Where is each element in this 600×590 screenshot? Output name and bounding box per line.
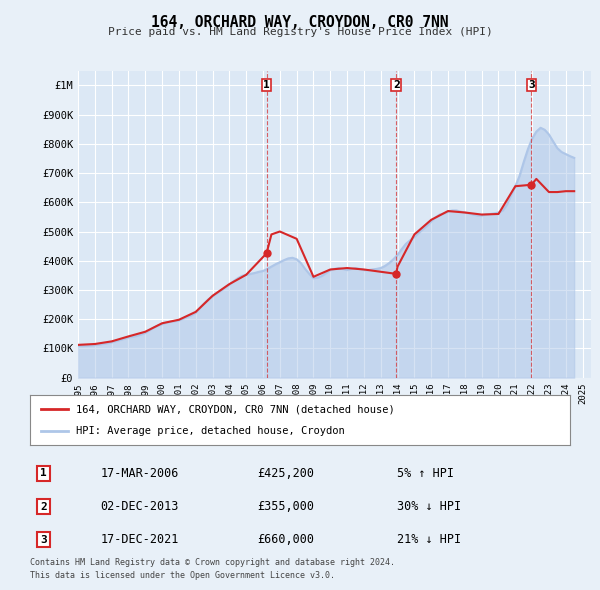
Text: 21% ↓ HPI: 21% ↓ HPI [397,533,461,546]
Text: 17-MAR-2006: 17-MAR-2006 [100,467,179,480]
Text: 1: 1 [40,468,47,478]
Text: 164, ORCHARD WAY, CROYDON, CR0 7NN: 164, ORCHARD WAY, CROYDON, CR0 7NN [151,15,449,30]
Text: 2: 2 [393,80,400,90]
Text: HPI: Average price, detached house, Croydon: HPI: Average price, detached house, Croy… [76,427,344,437]
Text: 2: 2 [40,502,47,512]
Text: This data is licensed under the Open Government Licence v3.0.: This data is licensed under the Open Gov… [30,571,335,580]
Text: 5% ↑ HPI: 5% ↑ HPI [397,467,454,480]
Text: 164, ORCHARD WAY, CROYDON, CR0 7NN (detached house): 164, ORCHARD WAY, CROYDON, CR0 7NN (deta… [76,404,395,414]
Text: 17-DEC-2021: 17-DEC-2021 [100,533,179,546]
Text: £425,200: £425,200 [257,467,314,480]
Text: 30% ↓ HPI: 30% ↓ HPI [397,500,461,513]
Text: 1: 1 [263,80,270,90]
Text: £355,000: £355,000 [257,500,314,513]
Text: 02-DEC-2013: 02-DEC-2013 [100,500,179,513]
Text: 3: 3 [40,535,47,545]
Text: £660,000: £660,000 [257,533,314,546]
Text: Contains HM Land Registry data © Crown copyright and database right 2024.: Contains HM Land Registry data © Crown c… [30,558,395,566]
Text: Price paid vs. HM Land Registry's House Price Index (HPI): Price paid vs. HM Land Registry's House … [107,27,493,37]
Text: 3: 3 [528,80,535,90]
